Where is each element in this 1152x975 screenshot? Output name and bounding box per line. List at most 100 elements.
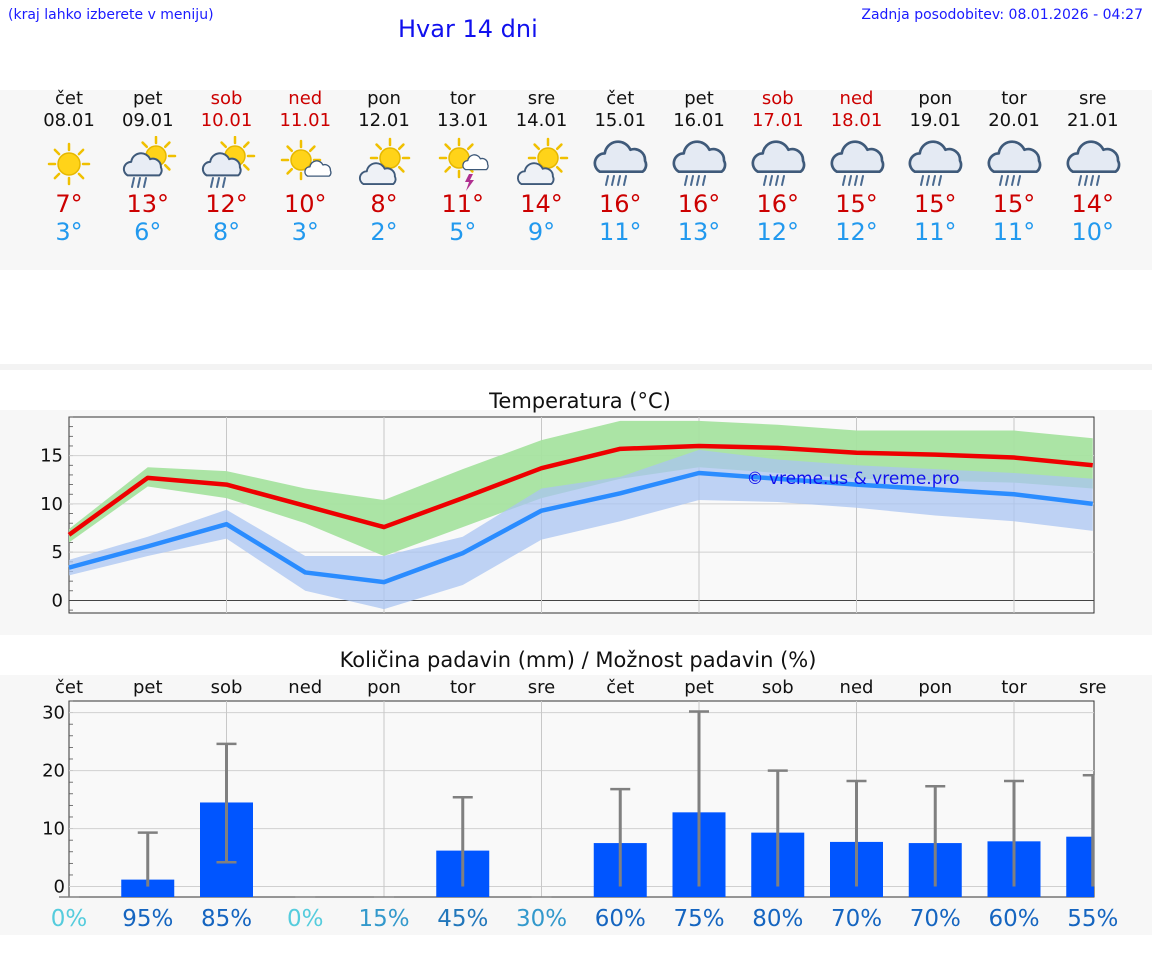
max-temp: 16° [598,190,642,218]
precip-error-bar [452,796,473,887]
min-temp: 11° [598,218,642,246]
cloud-shape [1066,140,1121,174]
temp-tick-label: 5 [52,542,63,563]
last-update: Zadnja posodobitev: 08.01.2026 - 04:27 [861,7,1143,23]
cloud-shape [358,162,397,186]
rain-cloud-icon [593,140,648,186]
day-date: 13.01 [436,110,489,131]
min-temp: 5° [449,218,477,246]
min-temp-range-band [69,449,1093,610]
max-temp: 15° [992,190,1036,218]
max-temp: 12° [205,190,248,218]
day-date: 16.01 [673,110,725,131]
day-forecast: sre 14.01 14° 9° [503,88,581,246]
precip-error-bar [767,769,788,887]
day-forecast: pet 16.01 16° 13° [660,88,738,246]
cloud-shape [122,152,163,177]
sun-cloud-rain-icon [201,136,255,188]
max-temp: 16° [677,190,721,218]
day-name: tor [450,88,476,109]
day-name: čet [606,88,635,109]
precip-error-bar [1082,773,1095,887]
precip-probability: 55% [1067,906,1118,932]
precip-tick-label: 10 [42,819,65,840]
sun-shape [47,142,91,186]
sun-cloud-icon [516,137,568,186]
max-temp: 15° [835,190,878,218]
temp-tick-label: 0 [52,590,63,611]
day-forecast: pon 12.01 8° 2° [345,88,423,246]
day-name: čet [54,88,84,109]
min-temp: 11° [913,218,957,246]
day-forecast: sob 10.01 12° 8° [188,88,266,246]
precip-probability: 70% [831,906,882,932]
precip-probability: 60% [595,906,646,932]
forecast-strip [0,90,1152,270]
precip-day-label: tor [450,677,476,698]
min-temp-line [68,470,1094,585]
day-name: sob [210,88,243,109]
day-date: 15.01 [594,110,647,131]
day-name: pon [367,88,401,109]
day-forecast: čet 15.01 16° 11° [581,88,659,246]
precip-tick-label: 0 [54,877,65,898]
min-temp: 12° [756,218,800,246]
day-date: 17.01 [751,110,804,131]
cloud-shape [462,154,489,171]
min-temp: 13° [677,218,721,246]
max-temp: 8° [370,190,398,218]
max-temp: 15° [913,190,957,218]
max-temp: 7° [55,190,83,218]
day-date: 18.01 [830,110,883,131]
watermark: © vreme.us & vreme.pro [746,469,959,489]
precip-day-label: ned [840,677,874,698]
day-name: tor [1001,88,1027,109]
day-name: sob [761,88,794,109]
divider [0,364,1152,370]
day-date: 09.01 [121,110,174,131]
precip-day-label: sre [1079,677,1106,698]
precip-probability: 45% [437,906,488,932]
day-name: pon [918,88,953,109]
day-name: sre [1079,88,1107,109]
day-date: 14.01 [515,110,568,131]
page-title: Hvar 14 dni [398,15,538,43]
cloud-shape [201,152,242,177]
day-date: 21.01 [1066,110,1119,131]
temperature-title: Temperatura (°C) [488,389,671,413]
precip-tick-label: 20 [42,761,65,782]
day-forecast: tor 13.01 11° 5° [424,88,502,246]
precip-bar [1066,836,1094,897]
precip-day-label: čet [606,677,634,698]
max-temp: 13° [126,190,170,218]
sun-thunder-icon [438,137,489,191]
day-name: ned [839,88,874,109]
day-date: 11.01 [279,110,332,131]
cloud-shape [751,140,806,174]
rain-cloud-icon [987,140,1042,186]
min-temp: 10° [1071,218,1115,246]
day-forecast: tor 20.01 15° 11° [975,88,1053,246]
min-temp: 2° [370,218,398,246]
precip-error-bar [846,779,867,887]
day-name: pet [684,88,714,109]
day-forecast: ned 18.01 15° 12° [818,88,896,246]
precip-probability: 15% [358,906,409,932]
precip-day-label: pon [918,677,952,698]
rain-cloud-icon [751,140,806,186]
cloud-shape [672,140,727,174]
day-date: 19.01 [909,110,962,131]
precip-error-bar [216,742,237,864]
rain-cloud-icon [1066,140,1121,186]
temp-tick-label: 15 [40,446,63,467]
day-forecast: sre 21.01 14° 10° [1054,88,1132,246]
precip-day-label: sre [528,677,555,698]
cloud-shape [304,160,332,177]
precip-bar [121,879,175,897]
precip-probability: 80% [752,906,803,932]
sun-cloud-icon [358,137,411,186]
rain-cloud-icon [830,140,884,186]
precip-tick-label: 30 [42,703,65,724]
precip-day-label: pon [367,677,401,698]
